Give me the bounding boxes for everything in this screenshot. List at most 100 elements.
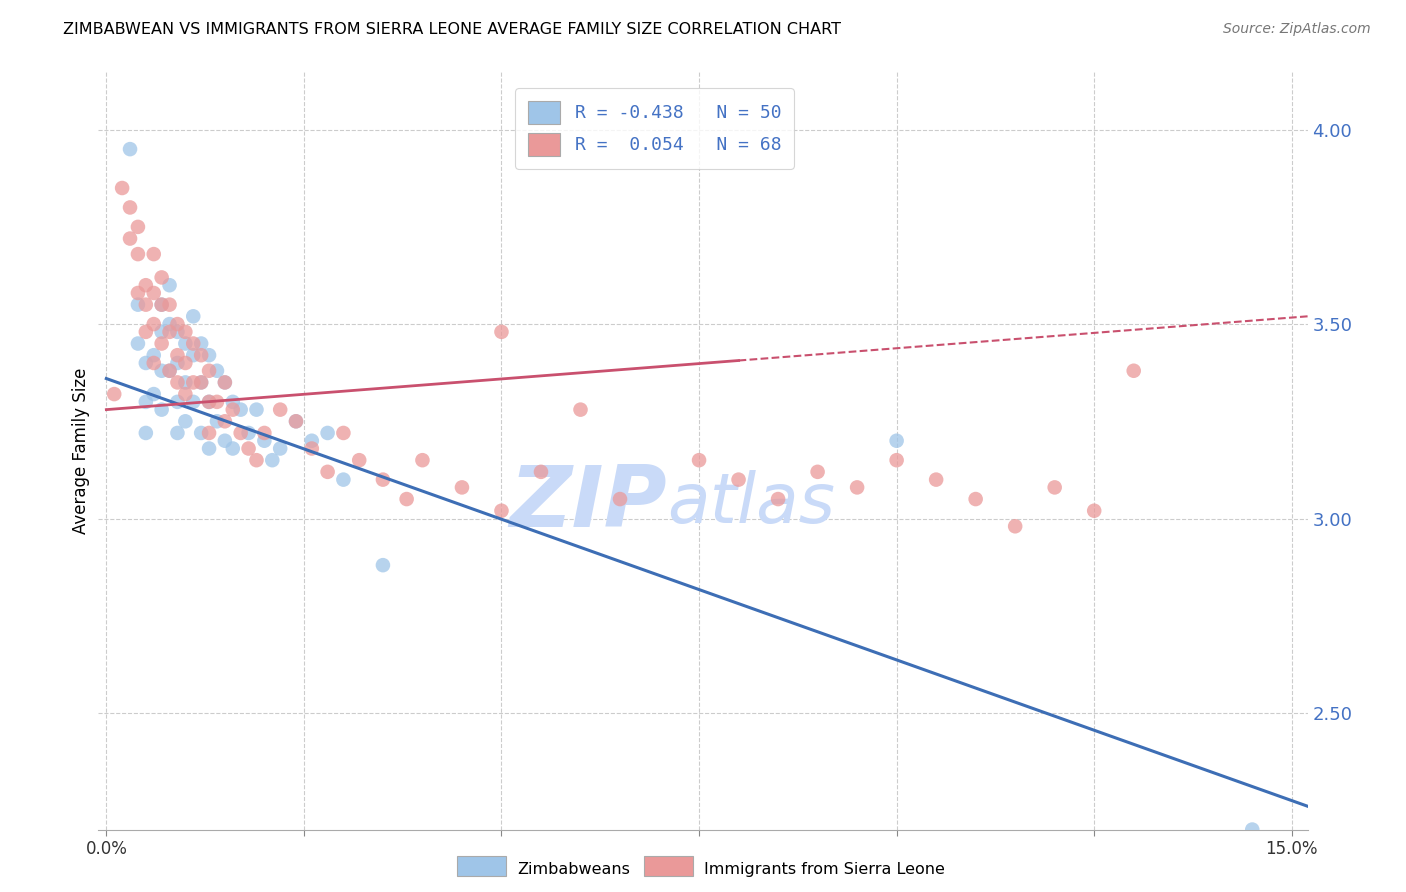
Point: [159, 298, 181, 312]
Point: [807, 465, 830, 479]
Point: [103, 387, 125, 401]
Point: [238, 442, 260, 456]
Point: [142, 387, 165, 401]
Point: [491, 504, 513, 518]
Point: [135, 395, 157, 409]
Point: [198, 348, 221, 362]
Point: [135, 425, 157, 440]
Point: [166, 395, 188, 409]
Point: [316, 425, 339, 440]
Point: [316, 465, 339, 479]
Point: [174, 376, 197, 390]
Point: [229, 402, 252, 417]
Point: [142, 356, 165, 370]
Point: [727, 473, 749, 487]
Point: [965, 491, 987, 506]
Point: [1043, 480, 1066, 494]
Point: [886, 434, 908, 448]
Point: [222, 442, 245, 456]
Point: [301, 434, 323, 448]
Point: [253, 434, 276, 448]
Point: [159, 317, 181, 331]
Point: [174, 414, 197, 428]
Point: [245, 402, 267, 417]
Point: [150, 270, 173, 285]
Point: [166, 356, 188, 370]
Point: [181, 348, 204, 362]
Point: [688, 453, 710, 467]
Point: [159, 325, 181, 339]
Point: [190, 348, 212, 362]
Point: [190, 336, 212, 351]
Point: [166, 317, 188, 331]
Point: [159, 364, 181, 378]
Point: [198, 364, 221, 378]
Point: [262, 453, 284, 467]
Point: [174, 356, 197, 370]
Point: [214, 376, 236, 390]
Point: [142, 285, 165, 300]
Point: [332, 425, 354, 440]
Point: [118, 201, 141, 215]
Point: [198, 425, 221, 440]
Point: [181, 376, 204, 390]
Text: Zimbabweans: Zimbabweans: [517, 863, 630, 877]
Point: [395, 491, 418, 506]
Point: [150, 298, 173, 312]
Point: [159, 364, 181, 378]
Point: [253, 425, 276, 440]
Point: [205, 364, 228, 378]
Point: [135, 356, 157, 370]
Point: [766, 491, 789, 506]
Point: [150, 402, 173, 417]
Point: [205, 414, 228, 428]
Text: ZIP: ZIP: [509, 462, 666, 545]
Point: [1241, 822, 1264, 837]
Point: [222, 402, 245, 417]
Legend: R = -0.438   N = 50, R =  0.054   N = 68: R = -0.438 N = 50, R = 0.054 N = 68: [515, 88, 794, 169]
Point: [111, 181, 134, 195]
Text: atlas: atlas: [666, 470, 835, 537]
Point: [135, 278, 157, 293]
Point: [411, 453, 433, 467]
Point: [285, 414, 308, 428]
Point: [609, 491, 631, 506]
Point: [886, 453, 908, 467]
Point: [166, 325, 188, 339]
Point: [269, 442, 291, 456]
Point: [174, 387, 197, 401]
Point: [150, 364, 173, 378]
Point: [229, 425, 252, 440]
Point: [925, 473, 948, 487]
Point: [1004, 519, 1026, 533]
Point: [135, 298, 157, 312]
Point: [150, 325, 173, 339]
Point: [238, 425, 260, 440]
Point: [332, 473, 354, 487]
Point: [142, 317, 165, 331]
Y-axis label: Average Family Size: Average Family Size: [72, 368, 90, 533]
Point: [285, 414, 308, 428]
Point: [371, 558, 394, 573]
Point: [491, 325, 513, 339]
Point: [205, 395, 228, 409]
Point: [371, 473, 394, 487]
Text: Source: ZipAtlas.com: Source: ZipAtlas.com: [1223, 22, 1371, 37]
Point: [347, 453, 370, 467]
Point: [198, 395, 221, 409]
Point: [198, 442, 221, 456]
Point: [127, 298, 149, 312]
Point: [150, 298, 173, 312]
Point: [181, 310, 204, 324]
Point: [214, 414, 236, 428]
Point: [159, 278, 181, 293]
Point: [214, 434, 236, 448]
Point: [181, 336, 204, 351]
Point: [118, 231, 141, 245]
Point: [569, 402, 592, 417]
Point: [166, 376, 188, 390]
Point: [150, 336, 173, 351]
Point: [451, 480, 474, 494]
Point: [198, 395, 221, 409]
Point: [530, 465, 553, 479]
